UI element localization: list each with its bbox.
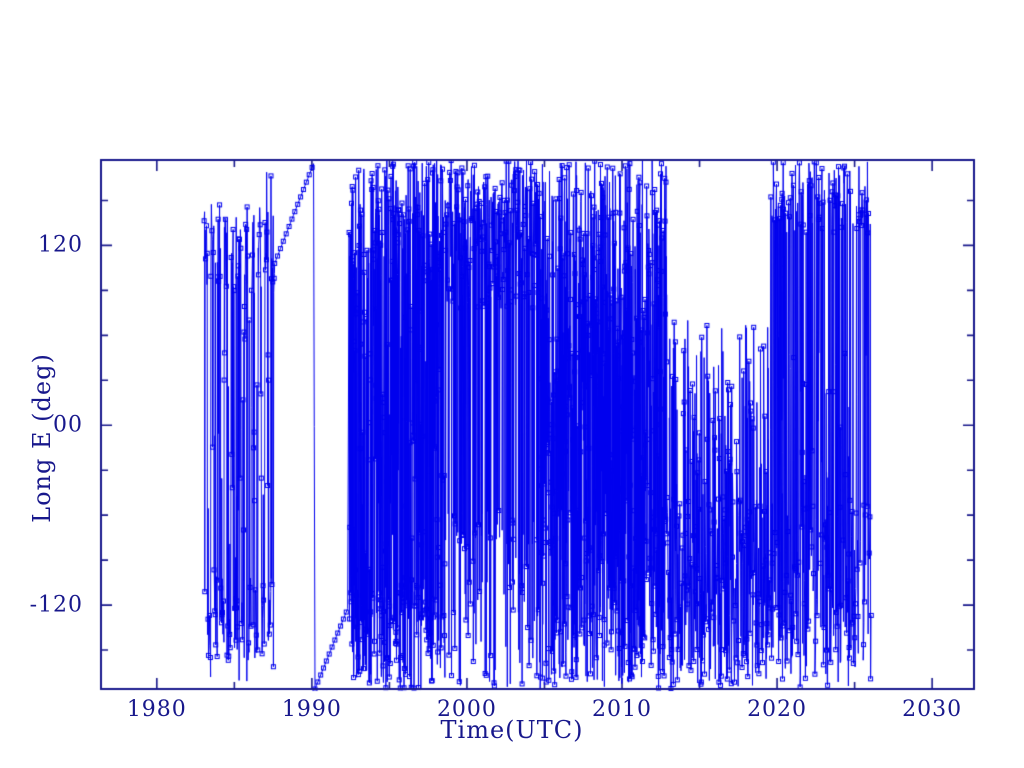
- x-tick-label: 1980: [126, 697, 187, 722]
- x-tick-label: 2030: [902, 697, 963, 722]
- y-tick-label: -120: [29, 592, 83, 618]
- y-tick-label: 00: [53, 412, 83, 438]
- x-tick-label: 2010: [592, 697, 652, 722]
- x-tick-label: 2000: [436, 697, 497, 722]
- y-tick-label: 120: [38, 232, 83, 258]
- y-axis-title: Long E (deg): [28, 353, 56, 523]
- x-tick-label: 2020: [747, 697, 808, 722]
- x-tick-label: 1990: [281, 697, 342, 722]
- x-axis-title: Time(UTC): [440, 716, 584, 744]
